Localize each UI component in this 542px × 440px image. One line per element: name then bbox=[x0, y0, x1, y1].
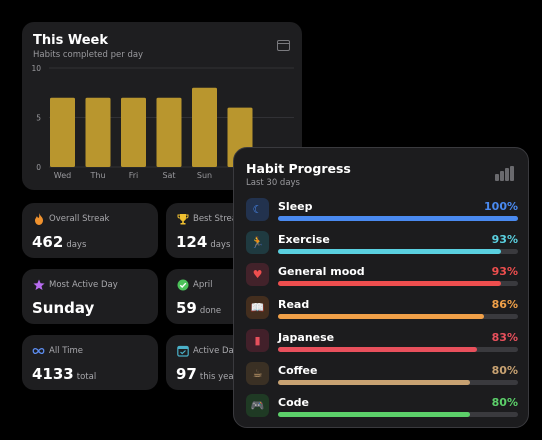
habit-percent: 93% bbox=[491, 232, 518, 246]
stat-unit: days bbox=[210, 240, 231, 250]
habit-name: Read bbox=[278, 298, 310, 312]
habit-percent: 80% bbox=[491, 363, 518, 377]
bar-wed[interactable] bbox=[50, 97, 75, 167]
stat-label: Overall Streak bbox=[49, 214, 110, 224]
habit-progress-fill bbox=[278, 281, 502, 287]
habit-row-coffee[interactable]: ☕ Coffee 80% bbox=[246, 361, 518, 390]
stat-unit: total bbox=[76, 372, 97, 382]
stat-value: 462 bbox=[32, 233, 64, 251]
stat-value: 4133 bbox=[32, 365, 74, 383]
habit-progress-track bbox=[278, 314, 518, 320]
habit-row-read[interactable]: 📖 Read 86% bbox=[246, 296, 518, 324]
stat-card-most-active-day[interactable]: Most Active Day Sunday bbox=[22, 269, 158, 324]
habit-row-sleep[interactable]: ☾ Sleep 100% bbox=[246, 198, 518, 226]
notebook-icon: ▮ bbox=[246, 328, 269, 352]
stat-value: 124 bbox=[176, 233, 208, 251]
stat-value: Sunday bbox=[32, 299, 95, 317]
y-tick-label: 5 bbox=[36, 114, 41, 123]
progress-subtitle: Last 30 days bbox=[246, 178, 300, 188]
progress-title: Habit Progress bbox=[246, 161, 351, 176]
habit-row-exercise[interactable]: 🏃 Exercise 93% bbox=[246, 230, 518, 259]
stat-label: Best Streak bbox=[193, 214, 242, 224]
bar-chart-icon[interactable] bbox=[495, 166, 515, 181]
habit-progress-fill bbox=[278, 412, 470, 418]
habit-progress-fill bbox=[278, 216, 518, 221]
check-circle-icon bbox=[176, 278, 189, 291]
habit-name: Exercise bbox=[278, 232, 330, 246]
infinity-icon bbox=[32, 344, 45, 357]
coffee-icon: ☕ bbox=[246, 361, 269, 385]
trophy-icon bbox=[176, 212, 189, 225]
moon-icon: ☾ bbox=[246, 198, 269, 221]
habit-progress-fill bbox=[278, 248, 502, 254]
running-icon: 🏃 bbox=[246, 230, 269, 254]
habit-percent: 86% bbox=[491, 298, 518, 312]
book-icon: 📖 bbox=[246, 296, 269, 320]
habit-progress-fill bbox=[278, 314, 485, 320]
calendar-check-icon bbox=[176, 344, 189, 357]
stat-label: All Time bbox=[49, 346, 84, 356]
stat-value: 97 bbox=[176, 365, 197, 383]
stat-card-overall-streak[interactable]: Overall Streak 462 days bbox=[22, 203, 158, 258]
habit-name: Sleep bbox=[278, 200, 313, 213]
habit-progress-track bbox=[278, 248, 518, 254]
star-icon bbox=[32, 278, 45, 291]
bar-sun[interactable] bbox=[192, 87, 217, 167]
week-subtitle: Habits completed per day bbox=[33, 50, 144, 60]
habit-percent: 83% bbox=[491, 330, 518, 344]
habit-progress-fill bbox=[278, 379, 470, 385]
week-title: This Week bbox=[33, 33, 108, 48]
flame-icon bbox=[32, 212, 45, 225]
bar-sat[interactable] bbox=[156, 97, 182, 167]
y-tick-label: 10 bbox=[31, 64, 41, 73]
x-tick-label: Fri bbox=[129, 171, 139, 180]
stat-card-all-time[interactable]: All Time 4133 total bbox=[22, 335, 158, 390]
stat-label: April bbox=[193, 280, 213, 290]
stat-unit: days bbox=[66, 240, 87, 250]
habit-row-general-mood[interactable]: ♥ General mood 93% bbox=[246, 263, 518, 291]
habit-percent: 80% bbox=[491, 396, 518, 410]
habit-name: Coffee bbox=[278, 363, 318, 377]
x-tick-label: Wed bbox=[54, 171, 71, 180]
gamepad-icon: 🎮 bbox=[246, 394, 269, 418]
x-tick-label: Thu bbox=[89, 171, 105, 180]
bar-fri[interactable] bbox=[121, 97, 146, 167]
habit-progress-track bbox=[278, 281, 518, 287]
stat-label: Active Day bbox=[193, 346, 239, 356]
habit-progress-track bbox=[278, 346, 518, 352]
x-tick-label: Sat bbox=[162, 171, 175, 180]
stat-label: Most Active Day bbox=[49, 280, 118, 290]
heart-icon: ♥ bbox=[246, 263, 269, 287]
stat-unit: this year bbox=[199, 372, 238, 382]
stat-unit: done bbox=[199, 306, 222, 316]
habit-percent: 93% bbox=[491, 265, 518, 279]
habit-row-japanese[interactable]: ▮ Japanese 83% bbox=[246, 328, 518, 357]
habit-progress-fill bbox=[278, 346, 478, 352]
habit-name: Japanese bbox=[278, 330, 335, 344]
stat-value: 59 bbox=[176, 299, 197, 317]
bar-thu[interactable] bbox=[85, 97, 111, 167]
y-tick-label: 0 bbox=[36, 163, 41, 172]
habit-progress-track bbox=[278, 379, 518, 385]
habit-name: General mood bbox=[278, 265, 365, 279]
habit-row-code[interactable]: 🎮 Code 80% bbox=[246, 394, 518, 422]
habit-percent: 100% bbox=[484, 200, 518, 213]
x-tick-label: Sun bbox=[197, 171, 212, 180]
habit-progress-track bbox=[278, 216, 518, 221]
habit-progress-track bbox=[278, 412, 518, 418]
calendar-icon[interactable] bbox=[277, 40, 290, 51]
habit-name: Code bbox=[278, 396, 309, 410]
habit-progress-card: Habit Progress Last 30 days ☾ Sleep 100% 🏃 E… bbox=[233, 147, 529, 428]
